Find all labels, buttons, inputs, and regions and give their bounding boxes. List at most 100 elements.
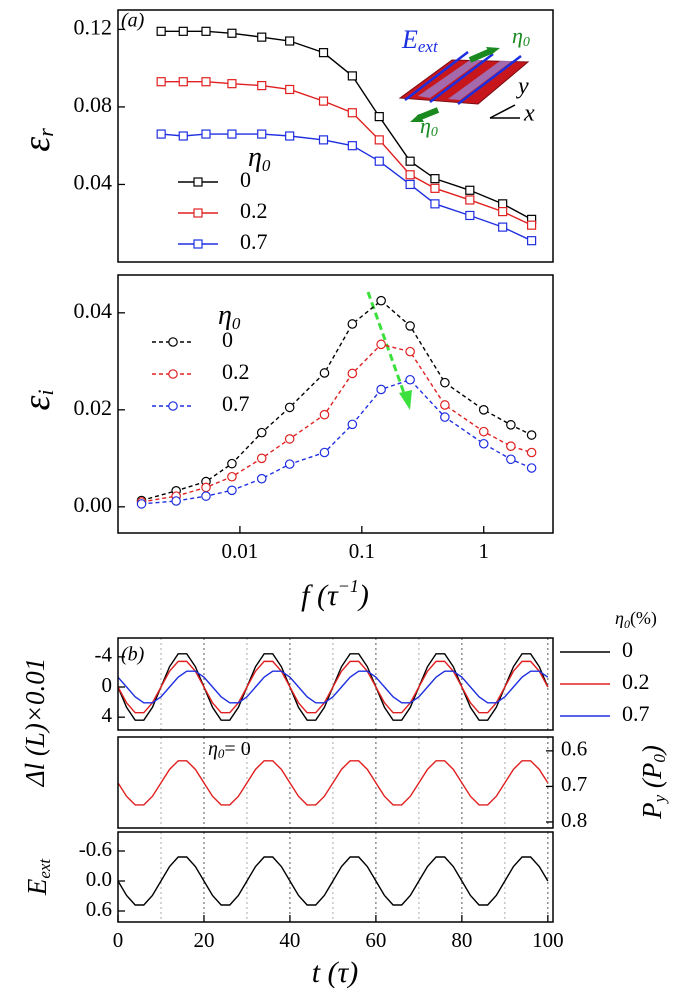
marker [168,337,178,347]
marker [168,369,178,379]
marker [284,434,295,444]
label-part: 0 [218,746,225,761]
label-part: ) [637,745,667,756]
marker [156,26,166,36]
marker [478,426,489,437]
marker [405,374,415,385]
x-tick-label: 0.01 [222,539,259,563]
series-line [118,660,549,714]
inset-field-arrow [404,51,469,101]
marker [156,77,166,87]
plot-frame [117,637,554,731]
y-tick-label: 0.8 [561,808,587,832]
y-tick-label: 0.08 [74,92,113,117]
marker [506,441,516,451]
label-part: f (τ [301,579,339,612]
marker [201,482,211,493]
marker [527,236,537,246]
marker [376,339,386,350]
label-part: (%) [630,608,657,629]
marker [193,239,203,249]
marker [430,199,440,209]
marker [257,32,267,42]
inset-schematic: Eext η0 η0 y x [398,23,535,140]
marker [526,447,537,458]
legend-label: 0 [622,637,633,662]
marker [374,135,384,145]
legend-title: η0 [218,300,241,332]
marker [285,36,295,46]
marker [498,207,508,217]
y-tick-label: 0.02 [74,395,113,420]
plot-frame [117,736,554,829]
marker [319,368,330,378]
legend-label: 0.2 [622,669,650,694]
inset-axis [489,104,516,119]
label-part: r [33,128,58,137]
inset-stripe [448,61,512,100]
marker [257,80,267,91]
marker [405,321,415,331]
marker [374,112,384,122]
marker [201,129,211,139]
marker [227,129,237,139]
inset-green-arrow [416,107,440,121]
label-part: y [650,794,669,804]
legend-label: 0.7 [622,701,650,726]
legend-label: 0.7 [240,229,268,254]
marker [478,405,489,415]
plot-frame [117,274,554,534]
y-tick-label: 0.04 [74,170,113,195]
y-axis-label: Δl (L)×0.01 [20,658,50,788]
x-tick-label: 100 [532,928,564,952]
inset-stripe [418,60,482,98]
marker [478,438,489,449]
marker [285,131,295,141]
label-part: −1 [338,576,359,596]
inset-text: 0 [523,35,530,50]
inset-text: E [401,25,418,54]
marker [465,210,475,221]
y-axis-label: Py (P0) [637,745,669,820]
label-part: E [22,878,52,896]
marker [156,129,166,139]
marker [465,195,475,205]
legend-label: 0 [222,327,233,352]
inset-text: ext [418,37,439,56]
label-part: P [637,802,667,820]
label-part: 0 [650,754,669,763]
plot-frame [117,831,554,923]
marker [498,222,508,232]
marker [178,77,188,87]
label-part: 0 [624,617,630,631]
inset-text: η [512,23,523,48]
inset-green-arrow [468,47,495,63]
series-line [161,133,532,242]
marker [201,26,211,36]
y-tick-label: 0 [102,673,113,697]
trend-arrow [366,291,407,397]
x-axis-label: f (τ−1) [301,576,369,612]
panel-label: (b) [121,644,145,666]
y-tick-label: 0.04 [74,298,113,323]
y-tick-label: 0.6 [561,737,587,761]
marker [506,420,516,430]
x-tick-label: 1 [478,539,489,563]
marker [374,156,384,166]
x-tick-label: 40 [279,928,300,952]
marker [319,409,330,420]
marker [168,401,178,411]
y-tick-label: 4 [102,703,113,727]
x-tick-label: 60 [365,928,386,952]
marker [440,377,450,388]
inset-green-arrow [410,114,424,122]
label-part: ext [35,858,54,879]
plot-frame [117,9,554,263]
y-tick-label: 0.0 [86,867,112,891]
marker [440,400,450,410]
label-part: i [33,389,58,395]
y-tick-label: -4 [95,643,113,667]
marker [136,499,147,509]
marker [527,220,537,230]
